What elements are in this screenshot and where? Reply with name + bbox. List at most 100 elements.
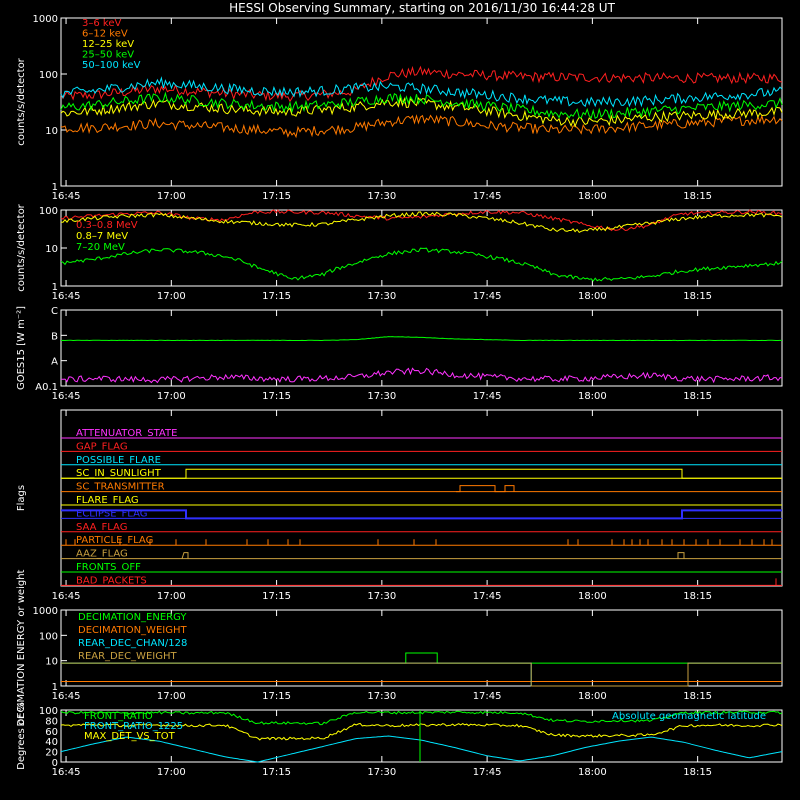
p6-geomag-latitude-line [60, 735, 783, 763]
p1-xtick-label: 18:15 [683, 191, 712, 202]
p2-xtick-label: 17:45 [473, 291, 502, 302]
p1-series-line [60, 76, 783, 108]
p3-y-axis-label: GOES15 [W m⁻²] [16, 306, 27, 390]
p3-frame [60, 309, 783, 387]
p5-y-axis-label: DECIMATION ENERGY or weight [16, 569, 27, 726]
p6-ytick-label: 60 [45, 727, 58, 738]
p1-legend-entry: 3–6 keV [82, 18, 121, 29]
chart-title: HESSI Observing Summary, starting on 201… [229, 1, 615, 15]
p3-goes-high-line [60, 336, 782, 342]
p4-aaz-pulse [181, 552, 189, 559]
p6-frame [60, 709, 783, 763]
p4-xtick-label: 17:45 [473, 591, 502, 602]
p3-ytick-label: C [51, 306, 58, 317]
p4-xtick-label: 18:00 [578, 591, 607, 602]
p2-ytick-label: 10 [45, 244, 58, 255]
p3-xtick-label: 17:00 [157, 391, 186, 402]
p1-series-line [60, 96, 783, 128]
p2-xtick-label: 17:00 [157, 291, 186, 302]
p4-xtick-label: 18:15 [683, 591, 712, 602]
p6-ytick-label: 20 [45, 748, 58, 759]
p2-xtick-label: 17:15 [262, 291, 291, 302]
p5-legend-entry: REAR_DEC_WEIGHT [78, 651, 177, 662]
p3-goes-low-line [61, 367, 783, 384]
p6-xtick-label: 17:00 [157, 767, 186, 778]
p1-series-line [60, 65, 783, 103]
p2-xtick-label: 16:45 [52, 291, 81, 302]
p6-ytick-label: 80 [45, 716, 58, 727]
p6-ytick-label: 100 [39, 706, 58, 717]
p4-flag-label: FLARE_FLAG [76, 495, 139, 506]
p4-xtick-label: 16:45 [52, 591, 81, 602]
p3-ytick-label: B [51, 331, 58, 342]
p1-xtick-label: 16:45 [52, 191, 81, 202]
p5-ytick-label: 1000 [33, 606, 58, 617]
p3-xtick-label: 17:45 [473, 391, 502, 402]
p5-xtick-label: 18:15 [683, 691, 712, 702]
p4-flag-label: ATTENUATOR_STATE [76, 428, 177, 439]
p1-xtick-label: 17:45 [473, 191, 502, 202]
p2-legend-entry: 0.8–7 MeV [76, 231, 128, 242]
p1-ytick-label: 1000 [33, 14, 58, 25]
p1-legend-entry: 25–50 keV [82, 50, 134, 61]
p1-ytick-label: 100 [39, 70, 58, 81]
p1-xtick-label: 17:30 [367, 191, 396, 202]
p6-xtick-label: 17:45 [473, 767, 502, 778]
p3-xtick-label: 17:30 [367, 391, 396, 402]
p2-xtick-label: 17:30 [367, 291, 396, 302]
p1-ytick-label: 10 [45, 126, 58, 137]
p4-xtick-label: 17:15 [262, 591, 291, 602]
p2-xtick-label: 18:00 [578, 291, 607, 302]
p4-flag-label: ECLIPSE_FLAG [76, 508, 147, 519]
p4-xtick-label: 17:30 [367, 591, 396, 602]
p1-legend-entry: 12–25 keV [82, 39, 134, 50]
p6-y-axis-label: Degrees or % [16, 702, 27, 770]
p5-frame [60, 609, 783, 687]
p2-xtick-label: 18:15 [683, 291, 712, 302]
p4-transmitter-pulse [456, 485, 515, 493]
p1-xtick-label: 18:00 [578, 191, 607, 202]
p6-xtick-label: 18:15 [683, 767, 712, 778]
p6-ytick-label: 0 [52, 758, 58, 769]
p1-legend-entry: 50–100 keV [82, 60, 141, 71]
p6-max-det-line [60, 722, 783, 741]
p1-frame [60, 17, 783, 187]
p4-sunlight-step [61, 468, 782, 479]
p1-xtick-label: 17:00 [157, 191, 186, 202]
p4-flag-label: POSSIBLE_FLARE [76, 455, 161, 466]
p1-ytick-label: 1 [52, 182, 58, 193]
p1-legend-entry: 6–12 keV [82, 29, 128, 40]
p5-ytick-label: 10 [45, 657, 58, 668]
p2-ytick-label: 100 [39, 206, 58, 217]
p5-legend-entry: DECIMATION_WEIGHT [78, 625, 187, 636]
p5-xtick-label: 18:00 [578, 691, 607, 702]
p5-xtick-label: 17:45 [473, 691, 502, 702]
p5-legend-entry: REAR_DEC_CHAN/128 [78, 638, 187, 649]
p3-xtick-label: 18:15 [683, 391, 712, 402]
p4-flag-label: FRONTS_OFF [76, 562, 141, 573]
p4-flag-label: SAA_FLAG [76, 522, 127, 533]
p2-y-axis-label: counts/s/detector [16, 203, 27, 291]
p4-flag-label: AAZ_FLAG [76, 549, 128, 560]
p4-flag-label: PARTICLE_FLAG [76, 535, 153, 546]
p1-series-line [60, 91, 783, 120]
p2-legend-entry: 0.3–0.8 MeV [76, 220, 138, 231]
p5-series-line [61, 662, 782, 687]
p2-ytick-label: 1 [52, 282, 58, 293]
p1-series-line [60, 114, 783, 139]
p3-xtick-label: 16:45 [52, 391, 81, 402]
p3-ytick-label: A0.1 [35, 382, 58, 393]
p6-xtick-label: 17:30 [367, 767, 396, 778]
p3-xtick-label: 17:15 [262, 391, 291, 402]
p1-y-axis-label: counts/s/detector [16, 57, 27, 145]
p5-xtick-label: 17:30 [367, 691, 396, 702]
p4-xtick-label: 17:00 [157, 591, 186, 602]
p4-aaz-pulse [677, 552, 685, 559]
p6-xtick-label: 16:45 [52, 767, 81, 778]
p5-ytick-label: 100 [39, 631, 58, 642]
p6-legend-entry: FRONT_RATIO_1225 [84, 721, 183, 732]
p4-eclipse-step [61, 509, 782, 520]
p6-legend-entry: MAX_DET_VS_TOT [84, 731, 176, 742]
p5-xtick-label: 17:15 [262, 691, 291, 702]
